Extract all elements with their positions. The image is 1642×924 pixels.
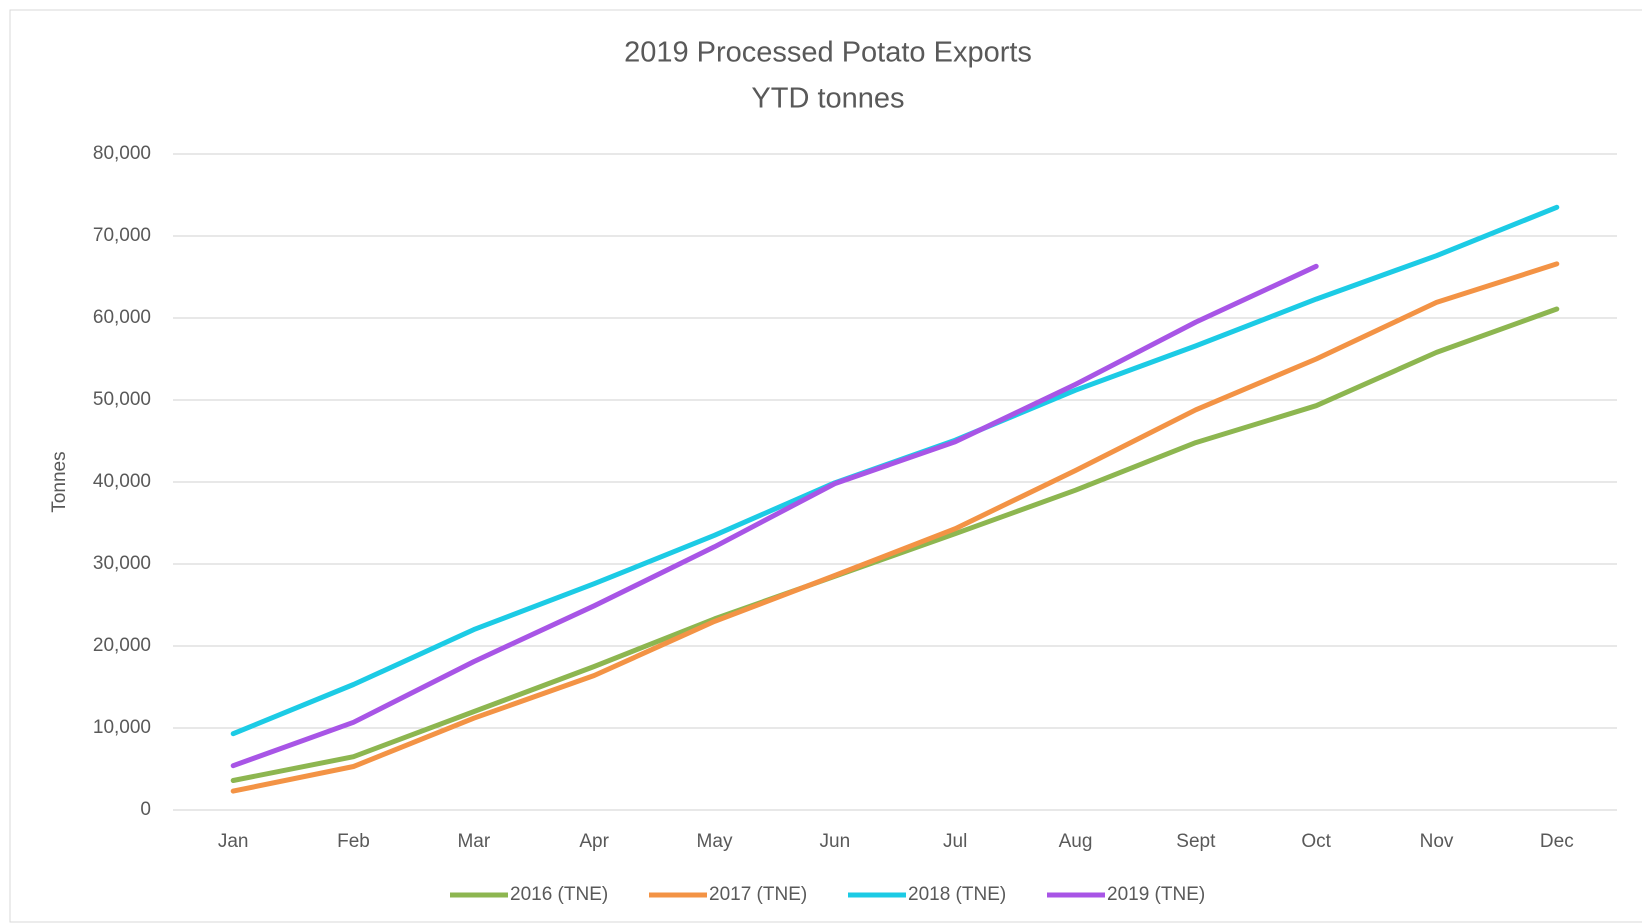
y-tick-label: 70,000 (93, 225, 151, 246)
x-tick-label: Nov (1420, 831, 1454, 852)
series-line (230, 261, 1560, 794)
x-tick-label: Mar (457, 831, 490, 852)
x-tick-label: Oct (1301, 831, 1331, 852)
chart-subtitle: YTD tonnes (751, 83, 904, 115)
chart-border (9, 9, 1642, 923)
y-tick-label: 20,000 (93, 635, 151, 656)
legend-label: 2016 (TNE) (510, 884, 608, 905)
y-tick-label: 0 (140, 799, 151, 820)
legend-label: 2017 (TNE) (709, 884, 807, 905)
series-line (230, 306, 1560, 783)
x-tick-label: Jul (943, 831, 967, 852)
x-tick-label: Feb (337, 831, 370, 852)
y-tick-label: 80,000 (93, 143, 151, 164)
y-tick-label: 10,000 (93, 717, 151, 738)
x-tick-label: Dec (1540, 831, 1574, 852)
x-tick-label: Apr (579, 831, 609, 852)
x-tick-label: Jun (820, 831, 851, 852)
legend-label: 2019 (TNE) (1107, 884, 1205, 905)
series-line (230, 204, 1560, 737)
series-line (230, 263, 1319, 769)
x-tick-label: Jan (218, 831, 249, 852)
chart-title: 2019 Processed Potato Exports (624, 37, 1032, 69)
x-tick-label: Sept (1176, 831, 1216, 852)
y-tick-label: 40,000 (93, 471, 151, 492)
y-tick-label: 60,000 (93, 307, 151, 328)
x-tick-label: Aug (1059, 831, 1093, 852)
x-tick-label: May (697, 831, 733, 852)
y-tick-label: 50,000 (93, 389, 151, 410)
y-axis-label: Tonnes (49, 451, 70, 512)
y-tick-label: 30,000 (93, 553, 151, 574)
legend-label: 2018 (TNE) (908, 884, 1006, 905)
